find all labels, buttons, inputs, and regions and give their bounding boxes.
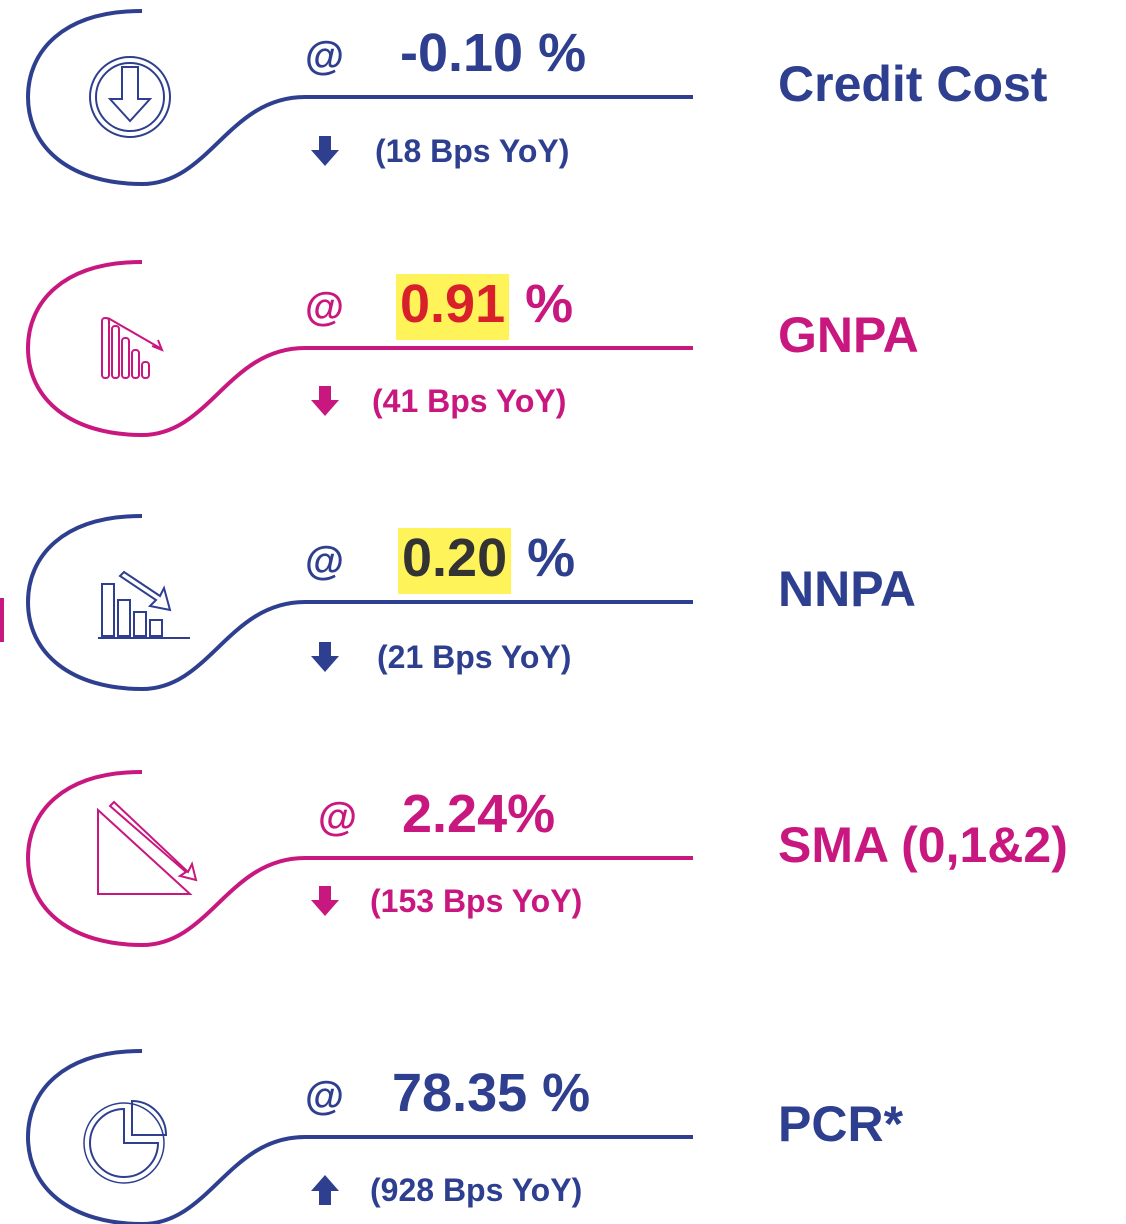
metric-label: NNPA — [778, 561, 916, 617]
icon-bar — [131, 349, 140, 379]
metric-value: -0.10 % — [400, 23, 586, 83]
icon-arrow — [118, 570, 172, 612]
yoy-change: (18 Bps YoY) — [375, 133, 569, 169]
row-curve — [25, 514, 693, 692]
icon-bar — [121, 337, 130, 379]
icon-tri — [97, 807, 193, 895]
highlight — [398, 528, 512, 594]
yoy-change: (21 Bps YoY) — [377, 639, 571, 675]
metric-label: SMA (0,1&2) — [778, 817, 1068, 873]
icon-pie — [131, 1099, 168, 1136]
icon-arrow — [107, 66, 153, 123]
icon-bar — [101, 583, 115, 637]
highlight — [396, 274, 510, 340]
icon-bar — [141, 361, 150, 379]
metric-value: 0.91 — [400, 274, 505, 334]
metric-value: 0.20 — [402, 528, 507, 588]
edge-mark — [0, 598, 4, 642]
row-curve — [25, 9, 693, 187]
row-curve — [25, 770, 693, 948]
icon-bar — [111, 325, 120, 379]
row-curve — [25, 260, 693, 438]
at-sign: @ — [305, 1074, 344, 1118]
row-icon — [83, 1099, 168, 1184]
row-icon — [89, 56, 171, 138]
row-curve — [25, 1049, 693, 1224]
yoy-change: (153 Bps YoY) — [370, 883, 582, 919]
trend-arrow — [311, 1175, 339, 1205]
at-sign: @ — [305, 34, 344, 78]
metric-label: GNPA — [778, 307, 919, 363]
icon-ring — [89, 56, 171, 138]
trend-arrow — [311, 642, 339, 672]
metric-row: @78.35 % (928 Bps YoY) PCR* — [25, 1049, 904, 1224]
metric-row: @0.91 % (41 Bps YoY) GNPA — [25, 260, 919, 438]
metric-value: 2.24% — [402, 784, 555, 844]
icon-bar — [149, 619, 163, 637]
metric-row: @ -0.10 % (18 Bps YoY) Credit Cost — [25, 9, 1048, 187]
metric-unit: % — [527, 528, 575, 588]
at-sign: @ — [305, 285, 344, 329]
metric-unit: % — [525, 274, 573, 334]
trend-arrow — [311, 136, 339, 166]
icon-bar — [133, 611, 147, 637]
icon-bar — [101, 317, 110, 379]
at-sign: @ — [318, 795, 357, 839]
icon-bar — [117, 599, 131, 637]
yoy-change: (928 Bps YoY) — [370, 1172, 582, 1208]
metric-row: @2.24% (153 Bps YoY) SMA (0,1&2) — [25, 770, 1068, 948]
icon-ring — [95, 62, 165, 132]
icon-arrow — [108, 800, 198, 882]
trend-arrow — [311, 886, 339, 916]
icon-ring — [83, 1102, 165, 1184]
metric-row: @0.20 % (21 Bps YoY) NNPA — [25, 514, 916, 692]
row-icon — [98, 570, 190, 639]
icon-arrow — [107, 317, 164, 352]
trend-arrow — [311, 386, 339, 416]
row-icon — [97, 800, 198, 895]
metric-label: PCR* — [778, 1096, 904, 1152]
metric-value: 78.35 % — [392, 1063, 590, 1123]
metric-label: Credit Cost — [778, 56, 1048, 112]
row-icon — [101, 317, 164, 379]
yoy-change: (41 Bps YoY) — [372, 383, 566, 419]
icon-pie — [89, 1107, 160, 1178]
at-sign: @ — [305, 539, 344, 583]
